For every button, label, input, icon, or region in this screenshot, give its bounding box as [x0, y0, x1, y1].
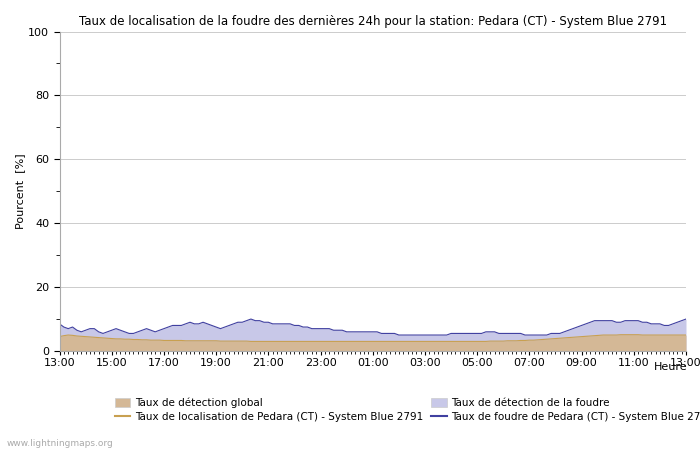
Text: www.lightningmaps.org: www.lightningmaps.org	[7, 439, 113, 448]
Text: Heure: Heure	[654, 362, 687, 372]
Y-axis label: Pourcent  [%]: Pourcent [%]	[15, 153, 25, 229]
Legend: Taux de détection global, Taux de localisation de Pedara (CT) - System Blue 2791: Taux de détection global, Taux de locali…	[115, 398, 700, 423]
Title: Taux de localisation de la foudre des dernières 24h pour la station: Pedara (CT): Taux de localisation de la foudre des de…	[78, 14, 667, 27]
